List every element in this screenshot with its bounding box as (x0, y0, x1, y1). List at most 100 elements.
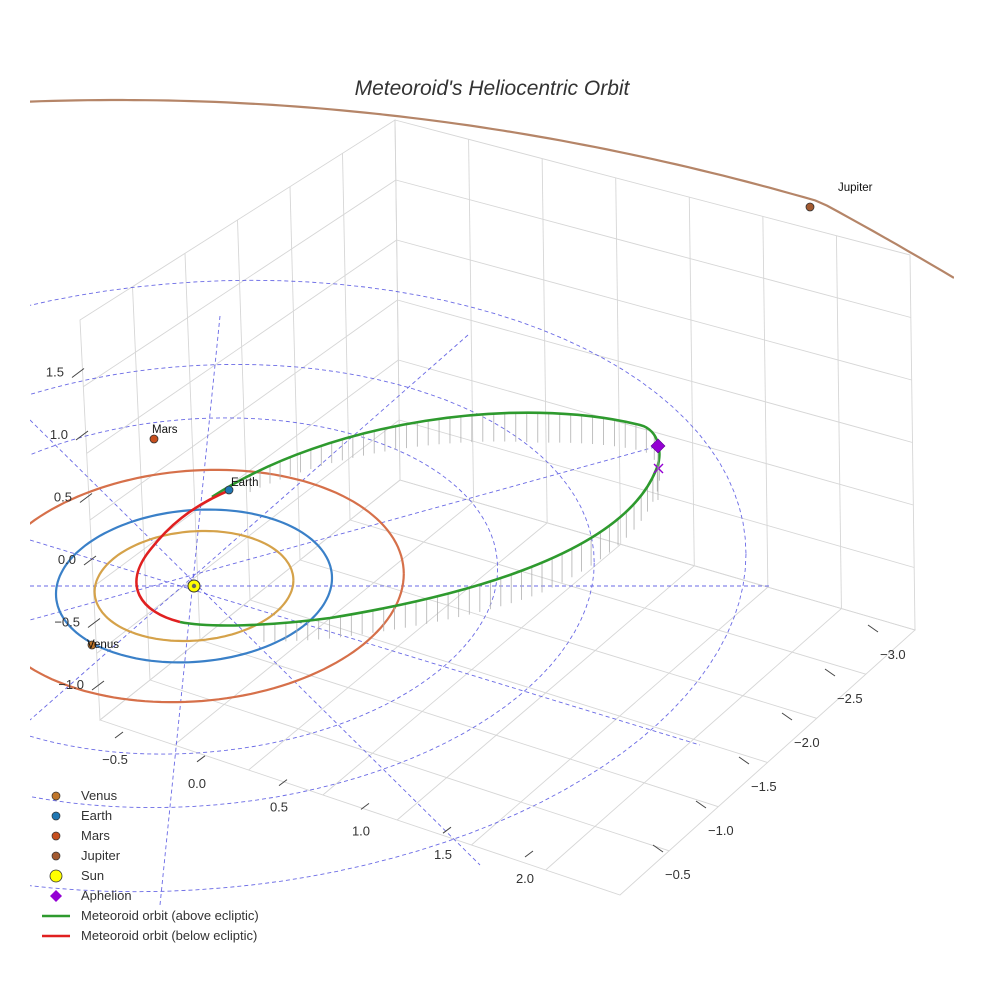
legend-symbol (42, 934, 70, 938)
x-tick (442, 826, 452, 834)
y-tick-label: −2.5 (837, 691, 863, 706)
body-markers: Venus Earth Mars Jupiter (87, 182, 873, 651)
jupiter-orbit (30, 98, 954, 279)
legend-label: Sun (81, 868, 105, 883)
y-tick-label: −0.5 (665, 867, 691, 882)
ecliptic-guide-ring-2 (30, 363, 595, 809)
y-tick (738, 756, 750, 765)
jupiter-marker (805, 202, 815, 212)
y-tick (824, 668, 836, 677)
z-tick-label: 1.0 (50, 427, 68, 442)
x-tick (196, 755, 206, 763)
legend-item-jupiter[interactable]: Jupiter (38, 846, 338, 866)
legend-label: Meteoroid orbit (above ecliptic) (81, 908, 259, 923)
x-tick-label: −0.5 (102, 752, 128, 767)
grid-line (86, 239, 397, 454)
y-tick (867, 624, 879, 633)
grid-line (398, 359, 914, 506)
grid-line (395, 179, 911, 318)
aphelion-marker (650, 438, 666, 454)
mars-label: Mars (152, 424, 178, 436)
venus-orbit (93, 529, 295, 643)
legend-item-earth[interactable]: Earth (38, 806, 338, 826)
y-tick (781, 712, 793, 721)
z-tick-label: 0.0 (58, 552, 76, 567)
legend-item-orbit-below[interactable]: Meteoroid orbit (below ecliptic) (38, 926, 338, 946)
y-tick (652, 844, 664, 853)
legend-symbol (49, 869, 63, 883)
x-tick-label: 1.0 (352, 823, 370, 838)
grid-line (399, 419, 915, 568)
x-tick-label: 0.5 (270, 800, 288, 815)
grid-line (83, 179, 397, 388)
grid-line (149, 679, 670, 852)
meteoroid-orbit-above (179, 411, 661, 627)
meteoroid-path-helper (180, 413, 659, 626)
grid-line (397, 299, 913, 443)
venus-label: Venus (87, 639, 119, 651)
legend-label: Mars (81, 828, 110, 843)
z-tick-label: −1.0 (58, 677, 84, 692)
z-tick-label: −0.5 (54, 615, 80, 630)
legend-item-venus[interactable]: Venus (38, 786, 338, 806)
jupiter-legend-dot (51, 851, 61, 861)
aphelion-projection-marker (653, 463, 664, 474)
planet-orbits (30, 98, 954, 704)
z-tick (79, 493, 93, 503)
legend-item-mars[interactable]: Mars (38, 826, 338, 846)
x-tick (278, 779, 288, 786)
grid-line (89, 299, 398, 521)
grid-line (199, 639, 719, 808)
x-tick (360, 803, 370, 810)
legend-item-sun[interactable]: Sun (38, 866, 338, 886)
ecliptic-guide-ring-3 (30, 279, 747, 893)
z-tick-label: 1.5 (46, 365, 64, 380)
venus-legend-dot (51, 791, 61, 801)
mars-legend-dot (51, 831, 61, 841)
earth-marker (224, 485, 234, 495)
grid-walls (79, 119, 916, 896)
mars-orbit (30, 468, 405, 704)
z-tick (75, 430, 89, 441)
chart-title: Meteoroid's Heliocentric Orbit (355, 77, 631, 100)
legend-item-aphelion[interactable]: Aphelion (38, 886, 338, 906)
legend-label: Aphelion (81, 888, 132, 903)
legend: Venus Earth Mars Jupiter Sun Aphelion Meteoroi… (38, 786, 338, 946)
x-tick-label: 2.0 (516, 871, 534, 886)
sun-legend-dot (49, 869, 63, 883)
legend-label: Venus (81, 788, 118, 803)
aphelion-legend-diamond (50, 890, 62, 902)
ecliptic-guide-line (30, 446, 656, 621)
legend-label: Earth (81, 808, 113, 823)
legend-symbol (42, 914, 70, 918)
meteoroid-orbit-below (135, 488, 231, 624)
mars-marker (149, 434, 159, 444)
legend-label: Meteoroid orbit (below ecliptic) (81, 928, 258, 943)
grid-wall-0 (394, 119, 916, 631)
ecliptic-guide-line (159, 315, 221, 906)
y-tick (695, 800, 707, 809)
x-tick-label: 0.0 (188, 776, 206, 791)
z-tick (83, 555, 97, 566)
legend-symbol (51, 851, 61, 861)
ecliptic-guide-line (30, 419, 481, 866)
grid-line (299, 559, 817, 719)
legend-label: Jupiter (81, 848, 121, 863)
legend-symbol (51, 791, 61, 801)
venus-marker (87, 640, 97, 650)
z-tick (87, 618, 101, 628)
legend-item-orbit-above[interactable]: Meteoroid orbit (above ecliptic) (38, 906, 338, 926)
sun-core (191, 583, 197, 589)
z-tick-label: 0.5 (54, 490, 72, 505)
meteoroid-orbit (135, 411, 661, 642)
ecliptic-guides (30, 279, 770, 906)
y-tick-label: −1.0 (708, 823, 734, 838)
grid-line (349, 519, 866, 675)
legend-symbol (50, 890, 62, 902)
earth-legend-dot (51, 811, 61, 821)
z-tick (71, 368, 85, 378)
x-tick-label: 1.5 (434, 847, 452, 862)
earth-orbit (54, 508, 334, 664)
jupiter-label: Jupiter (838, 182, 873, 194)
grid-line (396, 239, 912, 381)
